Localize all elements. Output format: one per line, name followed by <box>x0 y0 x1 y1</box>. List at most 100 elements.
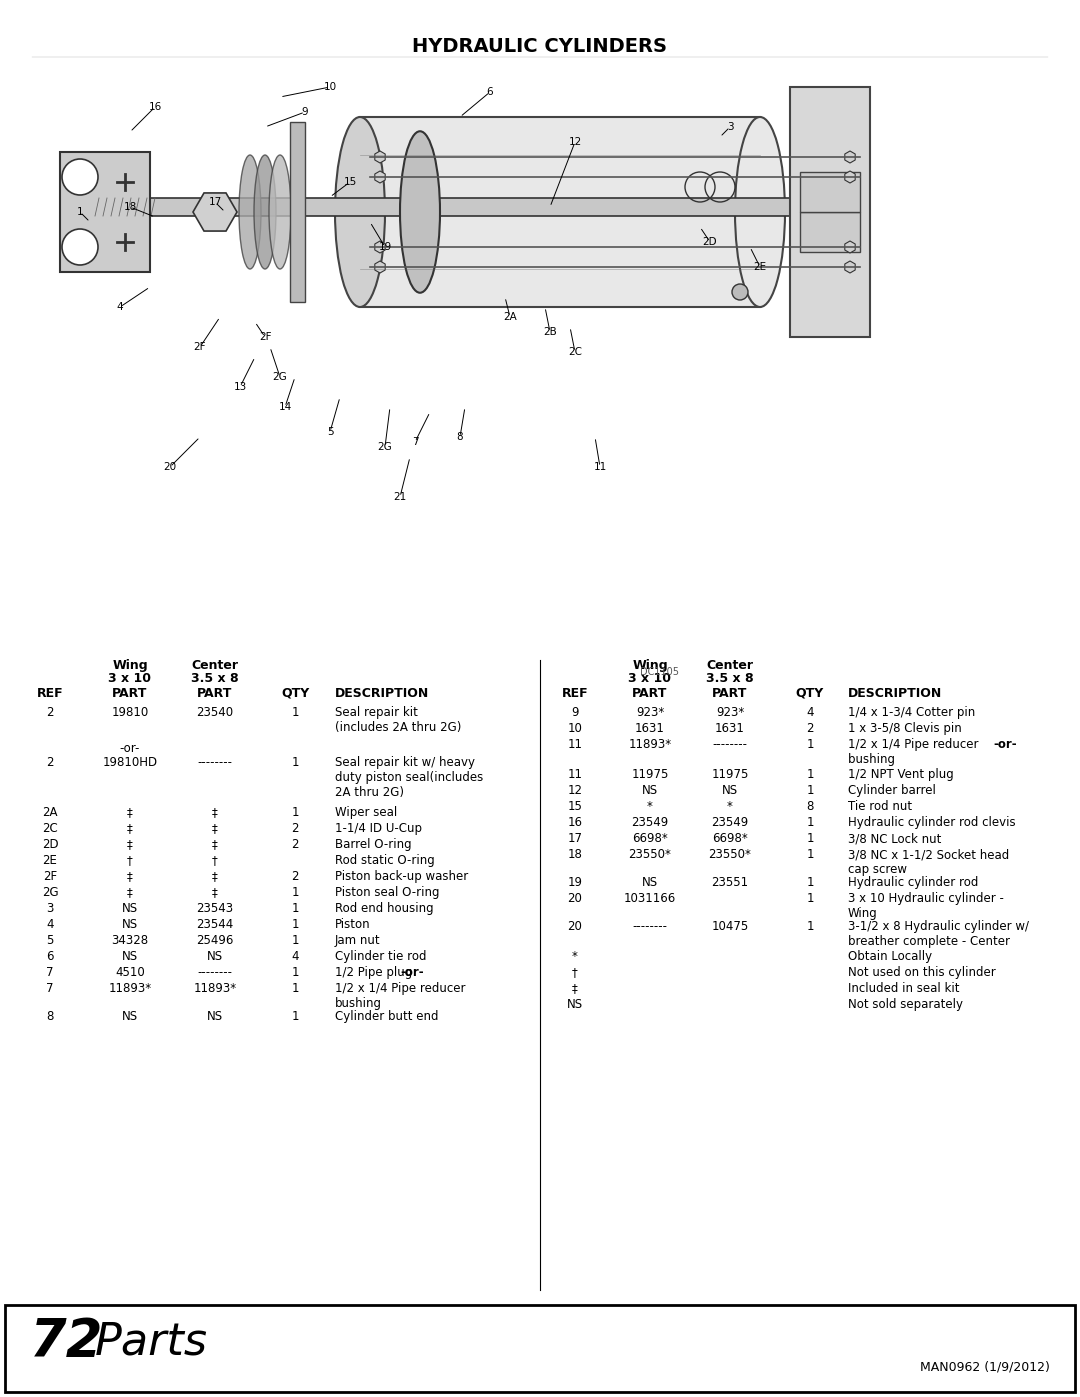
Text: 16: 16 <box>148 102 162 112</box>
Text: ‡: ‡ <box>212 870 218 883</box>
Text: NS: NS <box>122 918 138 930</box>
Text: NS: NS <box>567 997 583 1011</box>
Text: ‡: ‡ <box>212 806 218 819</box>
Text: 2A: 2A <box>503 312 517 321</box>
Text: ‡: ‡ <box>127 806 133 819</box>
Text: 2F: 2F <box>259 332 271 342</box>
Text: 11: 11 <box>567 738 582 752</box>
Text: 5: 5 <box>46 935 54 947</box>
Bar <box>60 152 150 272</box>
Text: 17: 17 <box>208 197 221 207</box>
Text: 2: 2 <box>46 705 54 719</box>
Ellipse shape <box>269 155 291 270</box>
Text: -or-: -or- <box>994 738 1017 752</box>
Text: --------: -------- <box>633 921 667 933</box>
Text: 1/2 x 1/4 Pipe reducer
bushing: 1/2 x 1/4 Pipe reducer bushing <box>848 738 978 766</box>
Text: 11893*: 11893* <box>629 738 672 752</box>
Text: 20: 20 <box>568 893 582 905</box>
Text: 8: 8 <box>457 432 463 441</box>
Text: ‡: ‡ <box>127 886 133 900</box>
Text: 3 x 10 Hydraulic cylinder -
Wing: 3 x 10 Hydraulic cylinder - Wing <box>848 893 1004 921</box>
Text: 25496: 25496 <box>197 935 233 947</box>
Text: 2D: 2D <box>703 237 717 247</box>
Text: NS: NS <box>207 950 224 963</box>
Text: --------: -------- <box>198 756 232 768</box>
Text: 18: 18 <box>123 203 137 212</box>
Text: 19: 19 <box>567 876 582 888</box>
Text: 8: 8 <box>807 800 813 813</box>
Text: 23544: 23544 <box>197 918 233 930</box>
Text: 1: 1 <box>807 738 813 752</box>
Text: 13: 13 <box>233 381 246 393</box>
Bar <box>360 117 760 307</box>
Text: 3/8 NC x 1-1/2 Socket head
cap screw: 3/8 NC x 1-1/2 Socket head cap screw <box>848 848 1009 876</box>
Text: Rod end housing: Rod end housing <box>335 902 434 915</box>
Text: NS: NS <box>122 950 138 963</box>
Text: 1: 1 <box>807 768 813 781</box>
Text: QTY: QTY <box>796 687 824 700</box>
Text: 23551: 23551 <box>712 876 748 888</box>
Text: NS: NS <box>207 1010 224 1023</box>
Text: PART: PART <box>713 687 747 700</box>
Text: Seal repair kit w/ heavy
duty piston seal(includes
2A thru 2G): Seal repair kit w/ heavy duty piston sea… <box>335 756 483 799</box>
Text: 1031166: 1031166 <box>624 893 676 905</box>
Text: 2F: 2F <box>43 870 57 883</box>
Text: 3.5 x 8: 3.5 x 8 <box>191 672 239 685</box>
Text: Not used on this cylinder: Not used on this cylinder <box>848 965 996 979</box>
Text: 1: 1 <box>292 902 299 915</box>
Text: 2: 2 <box>292 838 299 851</box>
Text: NS: NS <box>122 1010 138 1023</box>
Circle shape <box>62 159 98 196</box>
Text: 12: 12 <box>567 784 582 798</box>
Text: 23550*: 23550* <box>629 848 672 861</box>
Bar <box>800 212 860 251</box>
Text: 2: 2 <box>292 870 299 883</box>
Text: 7: 7 <box>46 965 54 979</box>
Text: REF: REF <box>37 687 64 700</box>
Text: 23550*: 23550* <box>708 848 752 861</box>
Text: 1: 1 <box>292 965 299 979</box>
Text: 15: 15 <box>343 177 356 187</box>
Bar <box>30 57 1050 717</box>
Ellipse shape <box>239 155 261 270</box>
Text: 34328: 34328 <box>111 935 149 947</box>
Circle shape <box>62 229 98 265</box>
Text: 1: 1 <box>292 1010 299 1023</box>
Text: 1: 1 <box>807 848 813 861</box>
Text: HYDRAULIC CYLINDERS: HYDRAULIC CYLINDERS <box>413 36 667 56</box>
Text: NS: NS <box>642 784 658 798</box>
Text: Wing: Wing <box>112 659 148 672</box>
Text: DESCRIPTION: DESCRIPTION <box>848 687 942 700</box>
Text: Barrel O-ring: Barrel O-ring <box>335 838 411 851</box>
Text: 23543: 23543 <box>197 902 233 915</box>
Text: 2E: 2E <box>754 263 767 272</box>
Text: --------: -------- <box>713 738 747 752</box>
Text: 11975: 11975 <box>712 768 748 781</box>
Text: ‡: ‡ <box>127 838 133 851</box>
Text: 1: 1 <box>807 784 813 798</box>
Text: 19810: 19810 <box>111 705 149 719</box>
Text: 6698*: 6698* <box>712 833 747 845</box>
Text: Tie rod nut: Tie rod nut <box>848 800 913 813</box>
Text: 3/8 NC Lock nut: 3/8 NC Lock nut <box>848 833 942 845</box>
Text: ‡: ‡ <box>127 870 133 883</box>
Text: 6: 6 <box>46 950 54 963</box>
Text: Center: Center <box>191 659 239 672</box>
Text: Cylinder tie rod: Cylinder tie rod <box>335 950 427 963</box>
Text: Hydraulic cylinder rod clevis: Hydraulic cylinder rod clevis <box>848 816 1015 828</box>
Text: 15: 15 <box>568 800 582 813</box>
FancyBboxPatch shape <box>789 87 870 337</box>
Text: †: † <box>127 854 133 868</box>
Text: 2: 2 <box>292 821 299 835</box>
Text: 72: 72 <box>30 1316 104 1368</box>
Text: 1631: 1631 <box>635 722 665 735</box>
Text: 12: 12 <box>568 137 582 147</box>
Text: 1: 1 <box>292 935 299 947</box>
Ellipse shape <box>335 117 384 307</box>
Text: 10475: 10475 <box>712 921 748 933</box>
Text: 2F: 2F <box>193 342 206 352</box>
Text: 17: 17 <box>567 833 582 845</box>
Text: 4: 4 <box>292 950 299 963</box>
Text: NS: NS <box>721 784 738 798</box>
Text: PART: PART <box>112 687 148 700</box>
